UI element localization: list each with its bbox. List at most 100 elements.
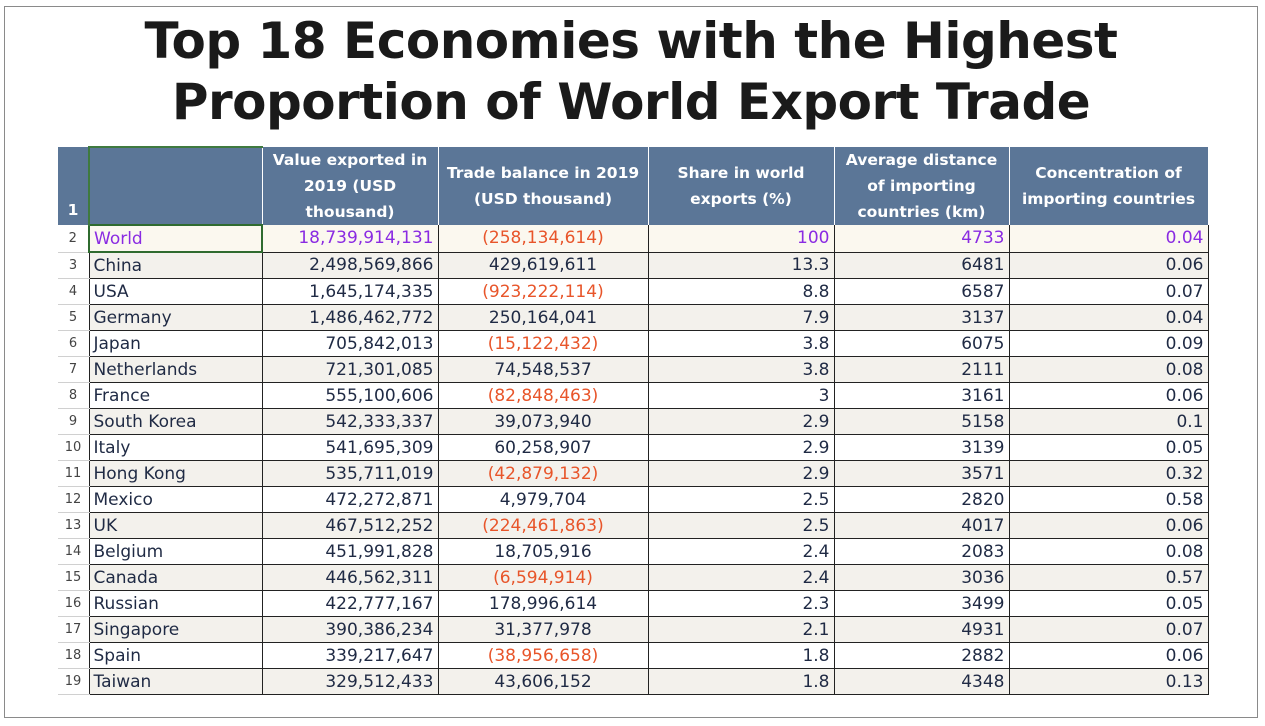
cell-country[interactable]: Russian (88, 590, 263, 617)
cell-distance[interactable]: 6075 (834, 330, 1010, 357)
cell-concentration[interactable]: 0.05 (1009, 434, 1209, 461)
cell-share[interactable]: 7.9 (648, 304, 835, 331)
row-number[interactable]: 19 (57, 668, 89, 695)
cell-concentration[interactable]: 0.04 (1009, 304, 1209, 331)
cell-concentration[interactable]: 0.06 (1009, 642, 1209, 669)
cell-country[interactable]: USA (88, 278, 263, 305)
cell-trade-balance[interactable]: (923,222,114) (438, 278, 649, 305)
cell-concentration[interactable]: 0.06 (1009, 512, 1209, 539)
cell-country[interactable]: Italy (88, 434, 263, 461)
header-share-world-exports[interactable]: Share in world exports (%) (647, 147, 835, 225)
cell-country[interactable]: China (88, 252, 263, 279)
cell-concentration[interactable]: 0.08 (1009, 356, 1209, 383)
cell-concentration[interactable]: 0.1 (1009, 408, 1209, 435)
cell-concentration[interactable]: 0.07 (1009, 278, 1209, 305)
cell-country[interactable]: Hong Kong (88, 460, 263, 487)
row-number[interactable]: 15 (57, 564, 89, 591)
cell-value-exported[interactable]: 721,301,085 (262, 356, 439, 383)
cell-share[interactable]: 100 (648, 225, 835, 253)
cell-concentration[interactable]: 0.06 (1009, 382, 1209, 409)
cell-country[interactable]: Mexico (88, 486, 263, 513)
header-value-exported[interactable]: Value exported in 2019 (USD thousand) (261, 147, 439, 225)
row-number[interactable]: 12 (57, 486, 89, 513)
cell-trade-balance[interactable]: 4,979,704 (438, 486, 649, 513)
cell-value-exported[interactable]: 18,739,914,131 (262, 225, 439, 253)
cell-share[interactable]: 2.5 (648, 486, 835, 513)
cell-trade-balance[interactable]: 43,606,152 (438, 668, 649, 695)
cell-value-exported[interactable]: 329,512,433 (262, 668, 439, 695)
row-number[interactable]: 11 (57, 460, 89, 487)
cell-trade-balance[interactable]: (224,461,863) (438, 512, 649, 539)
cell-country[interactable]: World (88, 224, 263, 253)
cell-trade-balance[interactable]: (82,848,463) (438, 382, 649, 409)
cell-concentration[interactable]: 0.32 (1009, 460, 1209, 487)
cell-share[interactable]: 3 (648, 382, 835, 409)
cell-share[interactable]: 8.8 (648, 278, 835, 305)
cell-concentration[interactable]: 0.09 (1009, 330, 1209, 357)
row-number[interactable]: 8 (57, 382, 89, 409)
cell-value-exported[interactable]: 472,272,871 (262, 486, 439, 513)
cell-country[interactable]: Belgium (88, 538, 263, 565)
cell-value-exported[interactable]: 339,217,647 (262, 642, 439, 669)
cell-value-exported[interactable]: 555,100,606 (262, 382, 439, 409)
cell-distance[interactable]: 2882 (834, 642, 1010, 669)
cell-concentration[interactable]: 0.08 (1009, 538, 1209, 565)
cell-trade-balance[interactable]: 18,705,916 (438, 538, 649, 565)
cell-value-exported[interactable]: 541,695,309 (262, 434, 439, 461)
cell-value-exported[interactable]: 467,512,252 (262, 512, 439, 539)
cell-value-exported[interactable]: 446,562,311 (262, 564, 439, 591)
header-concentration[interactable]: Concentration of importing countries (1008, 147, 1209, 225)
row-number[interactable]: 10 (57, 434, 89, 461)
cell-concentration[interactable]: 0.04 (1009, 225, 1209, 253)
cell-share[interactable]: 2.1 (648, 616, 835, 643)
cell-country[interactable]: Taiwan (88, 668, 263, 695)
header-cell-country[interactable] (88, 146, 263, 225)
cell-trade-balance[interactable]: (38,956,658) (438, 642, 649, 669)
row-number[interactable]: 4 (57, 278, 89, 305)
cell-share[interactable]: 2.5 (648, 512, 835, 539)
cell-country[interactable]: Spain (88, 642, 263, 669)
row-number[interactable]: 17 (57, 616, 89, 643)
cell-country[interactable]: Singapore (88, 616, 263, 643)
cell-share[interactable]: 1.8 (648, 642, 835, 669)
cell-trade-balance[interactable]: 74,548,537 (438, 356, 649, 383)
row-number[interactable]: 13 (57, 512, 89, 539)
cell-value-exported[interactable]: 2,498,569,866 (262, 252, 439, 279)
cell-value-exported[interactable]: 422,777,167 (262, 590, 439, 617)
row-number[interactable]: 9 (57, 408, 89, 435)
cell-trade-balance[interactable]: 31,377,978 (438, 616, 649, 643)
cell-share[interactable]: 3.8 (648, 356, 835, 383)
cell-distance[interactable]: 2820 (834, 486, 1010, 513)
cell-distance[interactable]: 2083 (834, 538, 1010, 565)
cell-distance[interactable]: 6481 (834, 252, 1010, 279)
cell-trade-balance[interactable]: (15,122,432) (438, 330, 649, 357)
cell-country[interactable]: Netherlands (88, 356, 263, 383)
cell-share[interactable]: 2.9 (648, 434, 835, 461)
cell-distance[interactable]: 5158 (834, 408, 1010, 435)
cell-distance[interactable]: 4733 (834, 225, 1010, 253)
header-average-distance[interactable]: Average distance of importing countries … (833, 147, 1010, 225)
cell-country[interactable]: Japan (88, 330, 263, 357)
cell-trade-balance[interactable]: 39,073,940 (438, 408, 649, 435)
cell-country[interactable]: South Korea (88, 408, 263, 435)
cell-country[interactable]: France (88, 382, 263, 409)
cell-distance[interactable]: 3137 (834, 304, 1010, 331)
cell-distance[interactable]: 3571 (834, 460, 1010, 487)
cell-value-exported[interactable]: 1,645,174,335 (262, 278, 439, 305)
row-number[interactable]: 14 (57, 538, 89, 565)
cell-distance[interactable]: 3161 (834, 382, 1010, 409)
cell-distance[interactable]: 3139 (834, 434, 1010, 461)
cell-share[interactable]: 13.3 (648, 252, 835, 279)
cell-concentration[interactable]: 0.06 (1009, 252, 1209, 279)
cell-trade-balance[interactable]: (6,594,914) (438, 564, 649, 591)
cell-trade-balance[interactable]: (258,134,614) (438, 225, 649, 253)
cell-distance[interactable]: 3499 (834, 590, 1010, 617)
cell-share[interactable]: 2.3 (648, 590, 835, 617)
cell-value-exported[interactable]: 535,711,019 (262, 460, 439, 487)
cell-trade-balance[interactable]: 178,996,614 (438, 590, 649, 617)
cell-distance[interactable]: 4931 (834, 616, 1010, 643)
cell-concentration[interactable]: 0.13 (1009, 668, 1209, 695)
cell-country[interactable]: Canada (88, 564, 263, 591)
cell-value-exported[interactable]: 390,386,234 (262, 616, 439, 643)
cell-value-exported[interactable]: 1,486,462,772 (262, 304, 439, 331)
